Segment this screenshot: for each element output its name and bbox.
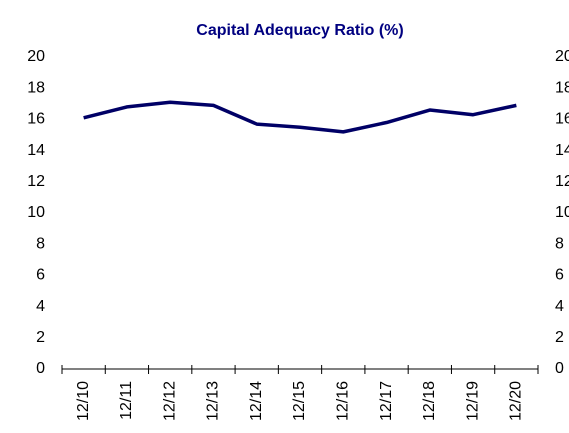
x-tick-label: 12/10: [75, 381, 92, 421]
y2-tick-label: 10: [555, 204, 569, 221]
y-tick-label: 8: [36, 235, 45, 252]
y2-tick-label: 18: [555, 79, 569, 96]
x-tick-label: 12/12: [161, 381, 178, 421]
x-tick-label: 12/16: [334, 381, 351, 421]
x-tick-label: 12/15: [291, 381, 308, 421]
x-tick-label: 12/19: [464, 381, 481, 421]
y2-tick-label: 8: [555, 235, 564, 252]
y-tick-label: 16: [27, 111, 45, 128]
y2-tick-label: 6: [555, 267, 564, 284]
x-tick-label: 12/13: [205, 381, 222, 421]
y2-tick-label: 2: [555, 329, 564, 346]
y-tick-label: 18: [27, 79, 45, 96]
data-line: [83, 100, 517, 134]
y-tick-label: 0: [36, 360, 45, 377]
x-tick-label: 12/17: [378, 381, 395, 421]
y-tick-label: 12: [27, 173, 45, 190]
x-tick-label: 12/11: [118, 381, 135, 420]
y2-tick-label: 0: [555, 360, 564, 377]
y2-tick-label: 20: [555, 48, 569, 65]
y2-tick-label: 12: [555, 173, 569, 190]
y2-tick-label: 4: [555, 298, 564, 315]
x-tick-label: 12/20: [508, 381, 525, 421]
chart-title: Capital Adequacy Ratio (%): [196, 22, 403, 39]
y2-tick-label: 16: [555, 111, 569, 128]
x-tick-label: 12/14: [248, 381, 265, 421]
y-tick-label: 14: [27, 142, 45, 159]
y-tick-label: 6: [36, 267, 45, 284]
y-tick-label: 4: [36, 298, 45, 315]
y-tick-label: 20: [27, 48, 45, 65]
y-tick-label: 2: [36, 329, 45, 346]
y2-tick-label: 14: [555, 142, 569, 159]
x-tick-label: 12/18: [421, 381, 438, 421]
y-tick-label: 10: [27, 204, 45, 221]
